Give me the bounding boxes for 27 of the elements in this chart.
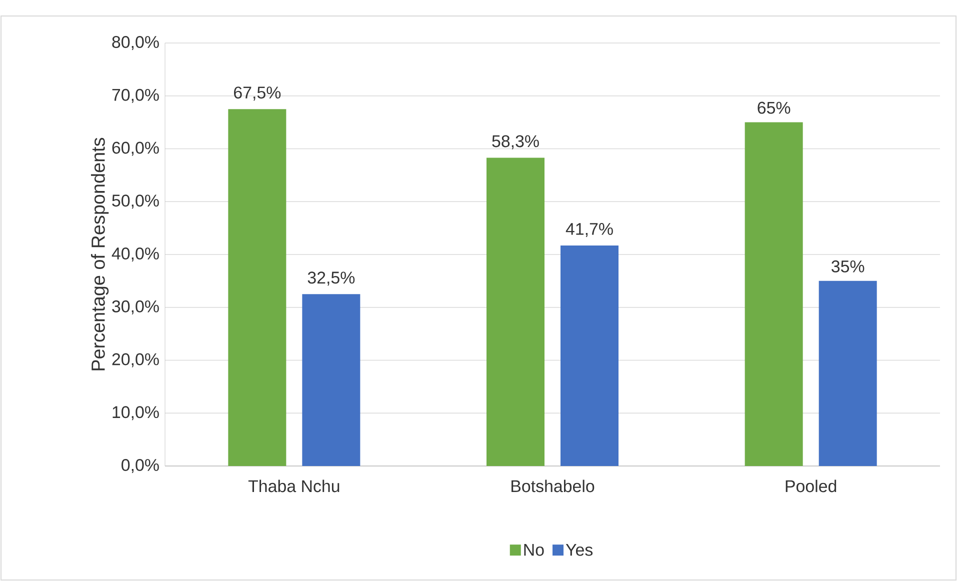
- bar: [486, 158, 545, 466]
- y-axis-title: Percentage of Respondents: [90, 138, 109, 370]
- bar: [228, 109, 286, 466]
- bar: [560, 246, 619, 466]
- legend-label: No: [524, 544, 544, 556]
- y-tick-label: 50,0%: [112, 194, 159, 209]
- data-label: 67,5%: [234, 86, 281, 101]
- bar: [818, 280, 877, 466]
- bar: [302, 294, 360, 466]
- bar: [744, 122, 803, 466]
- data-label: 41,7%: [566, 223, 613, 237]
- x-tick-label: Pooled: [786, 480, 836, 492]
- y-tick-label: 60,0%: [112, 142, 159, 156]
- y-tick-label: 40,0%: [112, 247, 159, 262]
- y-tick-label: 0,0%: [122, 458, 159, 473]
- data-label: 65%: [758, 102, 790, 114]
- y-tick-label: 20,0%: [112, 353, 159, 368]
- y-tick-label: 30,0%: [112, 300, 159, 314]
- x-tick-label: Thaba Nchu: [248, 480, 340, 492]
- y-tick-label: 10,0%: [112, 406, 159, 420]
- legend-label: Yes: [566, 544, 593, 556]
- y-tick-label: 70,0%: [112, 88, 159, 103]
- data-label: 35%: [832, 260, 864, 272]
- x-tick-label: Botshabelo: [512, 480, 594, 492]
- data-label: 58,3%: [492, 135, 539, 150]
- y-tick-label: 80,0%: [112, 36, 159, 50]
- data-label: 32,5%: [308, 272, 355, 286]
